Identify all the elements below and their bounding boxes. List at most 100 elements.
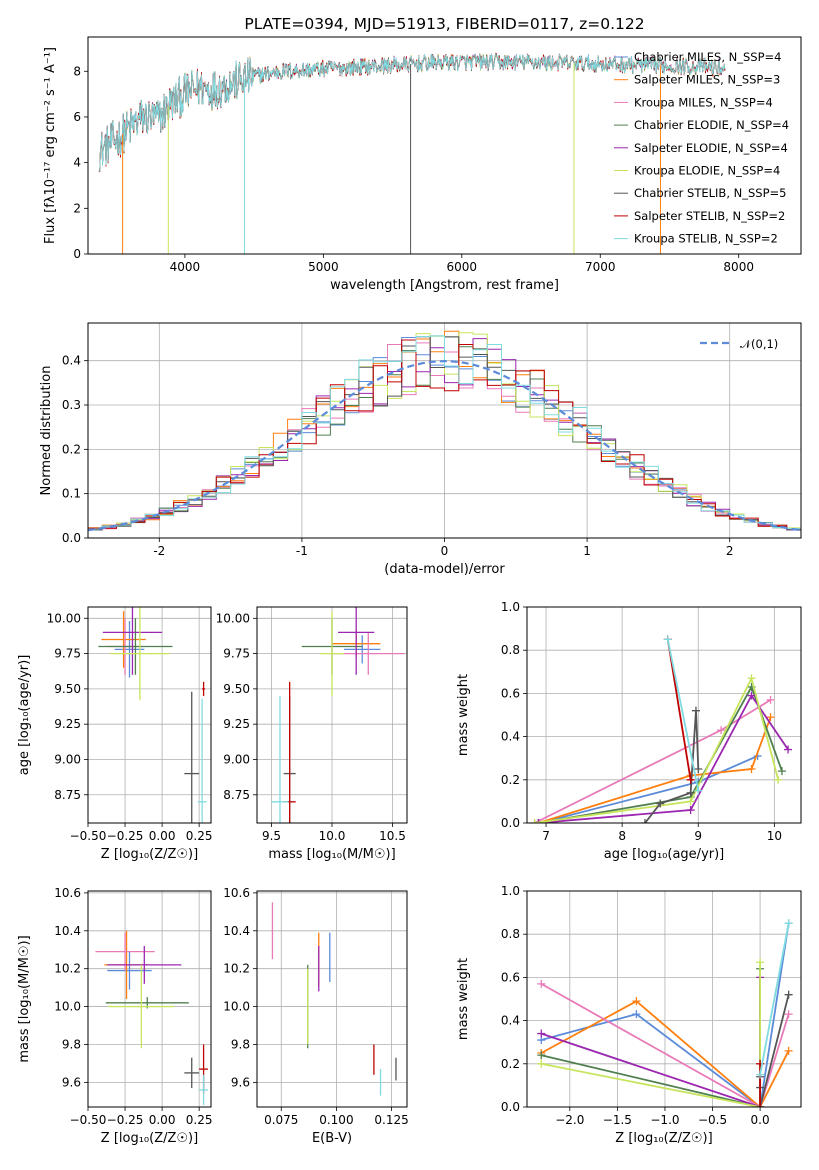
y-tick-label: 0.0 xyxy=(501,1100,520,1114)
y-tick-label: 0.4 xyxy=(62,354,81,368)
panel-6: −0.50 −0.25 0.00 0.25 9.6 9.8 10.0 10.2 10.4 10.6… xyxy=(17,886,213,1146)
y-tick-label: 10.2 xyxy=(54,962,81,976)
marker-chabrier_stelib xyxy=(694,765,703,773)
plot-area xyxy=(98,52,726,254)
x-tick-label: −0.5 xyxy=(698,1113,727,1127)
x-tick-label: 10.5 xyxy=(379,829,406,843)
marker-salpeter_elodie xyxy=(537,1029,546,1038)
series-kroupa_elodie xyxy=(534,675,780,823)
y-tick-label: 0.6 xyxy=(501,686,520,700)
y-tick-label: 8.75 xyxy=(54,788,81,802)
axes-frame xyxy=(87,890,212,1108)
spectrum-salpeter_miles xyxy=(98,52,726,172)
axes-frame xyxy=(87,36,802,255)
y-axis-label: mass weight xyxy=(456,958,471,1040)
panel-4: 9.5 10.0 10.5 8.75 9.00 9.25 9.50 9.75 10.00 mass… xyxy=(216,606,408,862)
y-tick-label: 1.0 xyxy=(501,600,520,614)
plot-area xyxy=(271,607,405,823)
y-tick-label: 9.8 xyxy=(62,1037,81,1051)
legend-label: Chabrier MILES, N_SSP=4 xyxy=(634,50,781,64)
series-kroupa_stelib xyxy=(759,923,790,1075)
y-tick-label: 10.6 xyxy=(223,886,250,900)
y-tick-label: 8.75 xyxy=(223,788,250,802)
y-tick-label: 9.00 xyxy=(54,752,81,766)
x-tick-label: 0.25 xyxy=(186,829,213,843)
x-tick-label: 10.0 xyxy=(319,829,346,843)
series-kroupa_elodie xyxy=(541,962,761,1107)
x-tick-label: 9 xyxy=(694,829,702,843)
y-tick-label: 9.75 xyxy=(54,647,81,661)
x-tick-label: 2 xyxy=(726,544,734,558)
marker-kroupa_miles xyxy=(766,695,775,704)
x-tick-label: −1.5 xyxy=(603,1113,632,1127)
spectrum-salpeter_stelib xyxy=(98,52,726,173)
y-axis-label: mass [log₁₀(M/M☉)] xyxy=(17,935,32,1062)
marker-chabrier_elodie xyxy=(777,767,786,776)
series-kroupa_miles xyxy=(534,699,772,823)
x-axis-label: wavelength [Angstrom, rest frame] xyxy=(330,278,559,293)
marker-chabrier_miles xyxy=(632,1010,641,1019)
axes-frame xyxy=(526,606,802,824)
legend-label: Kroupa MILES, N_SSP=4 xyxy=(634,95,773,109)
y-tick-label: 9.50 xyxy=(223,682,250,696)
gaussian-curve xyxy=(88,359,801,532)
y-tick-label: 9.6 xyxy=(231,1075,250,1089)
y-tick-label: 9.75 xyxy=(223,647,250,661)
marker-chabrier_stelib xyxy=(656,799,665,808)
series-salpeter_elodie xyxy=(538,693,789,823)
spectrum-chabrier_stelib xyxy=(98,53,726,173)
y-tick-label: 10.4 xyxy=(54,924,81,938)
y-axis-label: mass weight xyxy=(456,674,471,756)
x-tick-label: 10 xyxy=(767,829,782,843)
series-salpeter_stelib xyxy=(666,639,692,780)
x-tick-label: −0.50 xyxy=(70,1113,107,1127)
series-salpeter_miles xyxy=(540,1000,790,1107)
marker-kroupa_miles xyxy=(784,1010,793,1019)
y-tick-label: 10.6 xyxy=(54,886,81,900)
marker-salpeter_stelib xyxy=(756,1103,765,1107)
y-tick-label: 0.2 xyxy=(501,1057,520,1071)
marker-kroupa_stelib xyxy=(694,786,703,795)
y-tick-label: 10.00 xyxy=(216,611,250,625)
marker-chabrier_stelib xyxy=(686,788,695,797)
y-tick-label: 0.0 xyxy=(62,531,81,545)
x-tick-label: 6000 xyxy=(447,260,478,274)
marker-salpeter_miles xyxy=(747,765,756,773)
y-axis-label: age [log₁₀(age/yr)] xyxy=(17,655,32,776)
y-axis-label: Flux [fλ10⁻¹⁷ erg cm⁻² s⁻¹ A⁻¹] xyxy=(43,47,58,244)
marker-kroupa_elodie xyxy=(747,674,756,683)
axes-frame xyxy=(526,890,802,1108)
axes-frame xyxy=(87,606,212,824)
x-tick-label: 0.00 xyxy=(149,1113,176,1127)
legend-label: Salpeter STELIB, N_SSP=2 xyxy=(634,209,785,223)
y-tick-label: 10.0 xyxy=(223,1000,250,1014)
x-tick-label: -2 xyxy=(153,544,165,558)
series-kroupa_stelib xyxy=(666,639,700,791)
y-tick-label: 0.4 xyxy=(501,730,520,744)
marker-kroupa_elodie xyxy=(530,819,539,823)
x-tick-label: −2.0 xyxy=(555,1113,584,1127)
x-tick-label: −0.50 xyxy=(70,829,107,843)
y-tick-label: 10.2 xyxy=(223,962,250,976)
x-tick-label: 0 xyxy=(441,544,449,558)
plot-area xyxy=(271,902,397,1096)
y-tick-label: 0.3 xyxy=(62,398,81,412)
y-tick-label: 0.2 xyxy=(501,773,520,787)
series-chabrier_elodie xyxy=(538,684,783,823)
y-tick-label: 9.25 xyxy=(54,717,81,731)
marker-salpeter_miles xyxy=(766,713,775,722)
x-tick-label: 5000 xyxy=(308,260,339,274)
legend-label: Chabrier STELIB, N_SSP=5 xyxy=(634,186,786,200)
y-tick-label: 0.2 xyxy=(62,442,81,456)
legend-label: Chabrier ELODIE, N_SSP=4 xyxy=(634,118,789,132)
y-tick-label: 9.50 xyxy=(54,682,81,696)
x-tick-label: −0.25 xyxy=(107,829,144,843)
y-tick-label: 0.8 xyxy=(501,643,520,657)
y-axis-label: Normed distribution xyxy=(39,366,54,496)
x-axis-label: Z [log₁₀(Z/Z☉)] xyxy=(101,1131,198,1146)
y-tick-label: 0.4 xyxy=(501,1014,520,1028)
legend-label: Kroupa STELIB, N_SSP=2 xyxy=(634,232,778,246)
marker-kroupa_stelib xyxy=(663,635,672,644)
x-tick-label: 0.075 xyxy=(264,1113,298,1127)
x-tick-label: 7 xyxy=(542,829,550,843)
